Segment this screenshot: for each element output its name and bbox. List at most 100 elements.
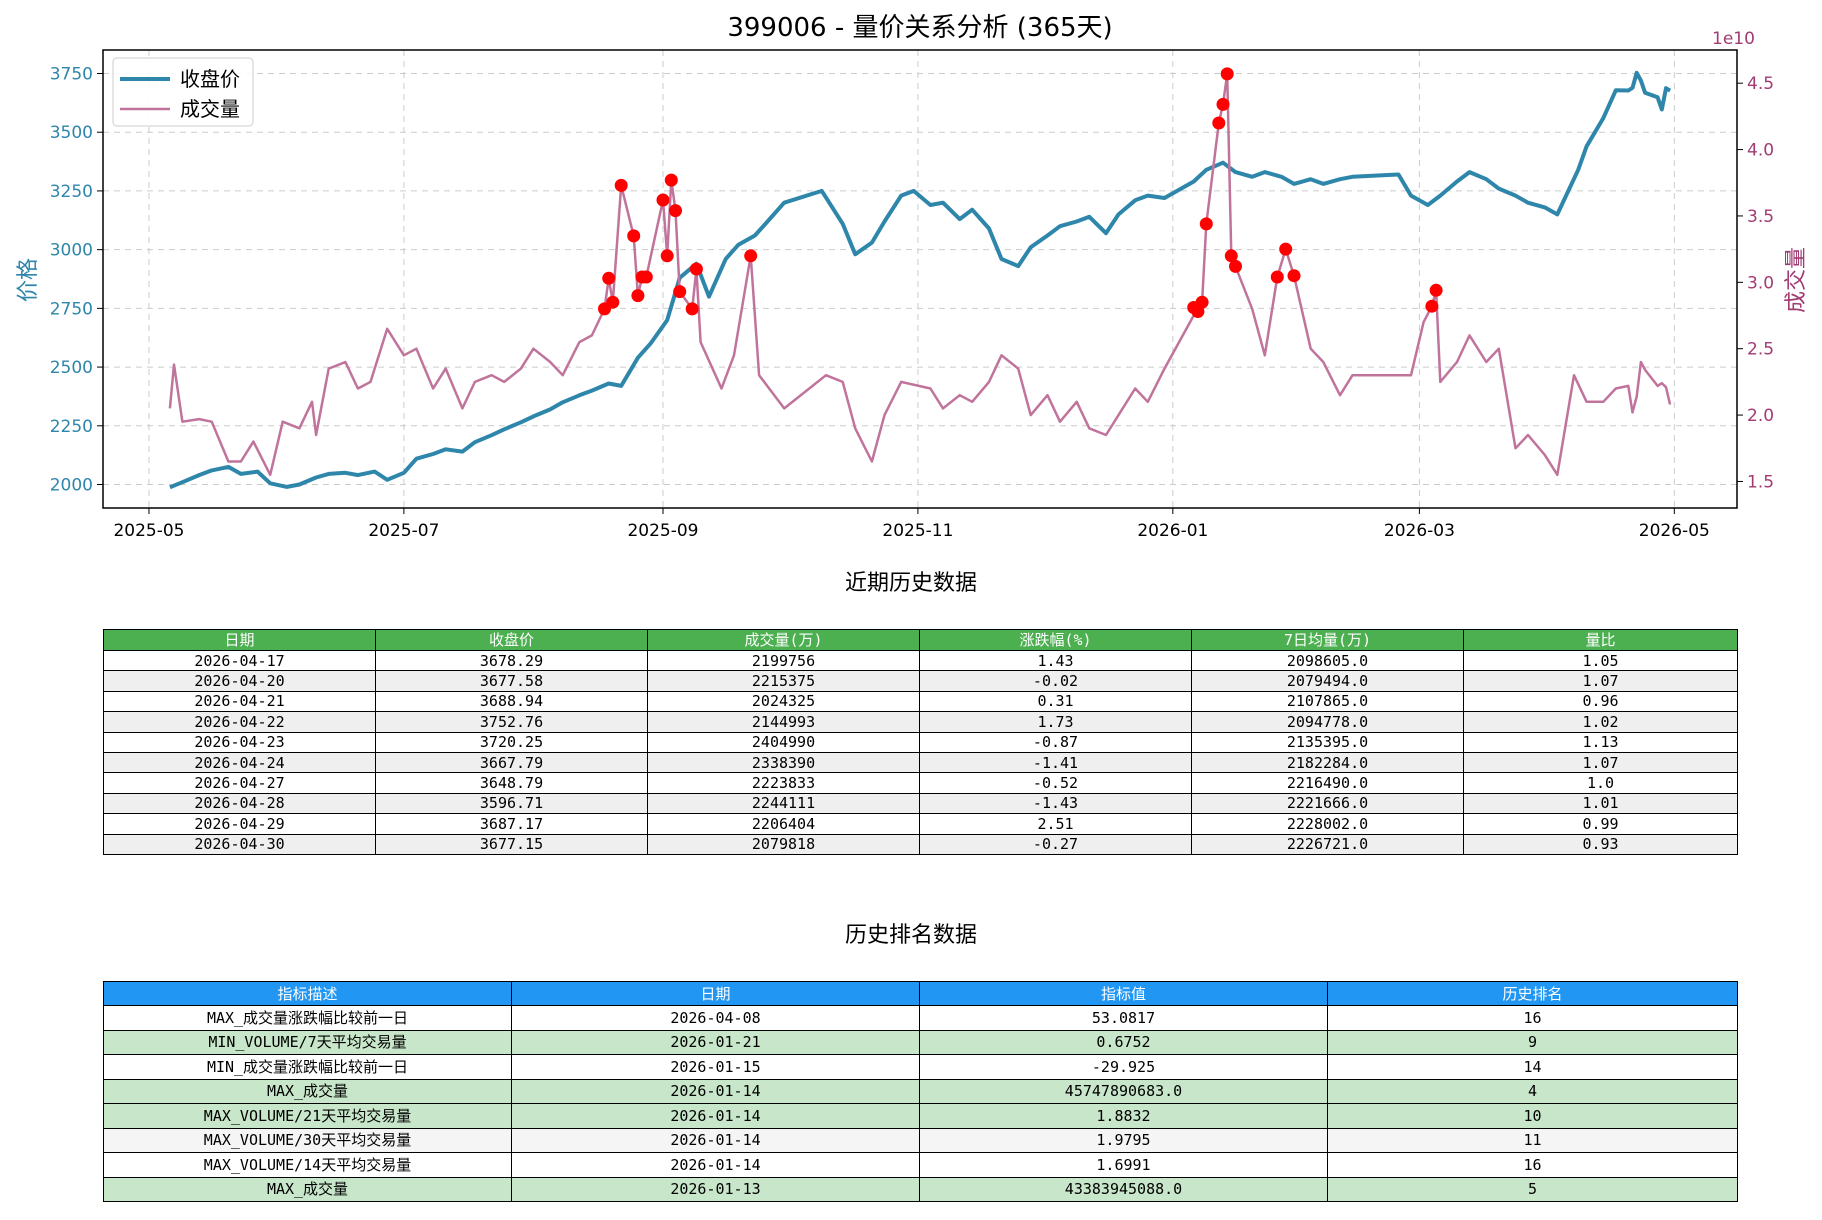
table-row: MIN_成交量涨跌幅比较前一日 2026-01-15 -29.925 14 <box>103 1054 1738 1080</box>
volume-spike-point <box>656 193 670 207</box>
y-tick-label-left: 2000 <box>50 476 93 496</box>
cell-vol-ratio: 1.13 <box>1463 731 1738 753</box>
volume-spike-point <box>614 178 628 192</box>
cell-vol-ratio: 1.07 <box>1463 670 1738 692</box>
cell-date: 2026-01-14 <box>511 1103 920 1129</box>
cell-date: 2026-04-20 <box>103 670 376 692</box>
col-header-rank-date: 日期 <box>511 981 920 1006</box>
recent-table-header-row: 日期 收盘价 成交量(万) 涨跌幅(%) 7日均量(万) 量比 <box>103 629 1738 651</box>
cell-value: 1.8832 <box>919 1103 1328 1129</box>
cell-volume: 2215375 <box>647 670 920 692</box>
table-row: MAX_VOLUME/14天平均交易量 2026-01-14 1.6991 16 <box>103 1152 1738 1178</box>
y-tick-label-right: 4.0 <box>1747 141 1774 161</box>
volume-series <box>168 72 1672 477</box>
grid-lines <box>103 50 1737 508</box>
cell-volume: 2223833 <box>647 772 920 794</box>
cell-date: 2026-04-30 <box>103 833 376 855</box>
cell-volume: 2206404 <box>647 813 920 835</box>
col-header-change: 涨跌幅(%) <box>919 629 1192 651</box>
col-header-volume: 成交量(万) <box>647 629 920 651</box>
cell-avg7: 2094778.0 <box>1191 711 1464 733</box>
volume-spike-point <box>606 295 620 309</box>
cell-close: 3677.15 <box>375 833 648 855</box>
cell-change: -0.02 <box>919 670 1192 692</box>
volume-spike-point <box>602 271 616 285</box>
cell-rank: 11 <box>1327 1127 1738 1153</box>
cell-change: 1.43 <box>919 649 1192 672</box>
cell-change: -0.87 <box>919 731 1192 753</box>
volume-spike-point <box>1199 217 1213 231</box>
volume-spike-point <box>689 262 703 276</box>
table-row: 2026-04-23 3720.25 2404990 -0.87 2135395.0 1.… <box>103 731 1738 753</box>
y-tick-label-left: 3500 <box>50 123 93 143</box>
volume-spike-point <box>1224 249 1238 263</box>
table-row: MIN_VOLUME/7天平均交易量 2026-01-21 0.6752 9 <box>103 1029 1738 1055</box>
axes: 2025-05 2025-07 2025-09 2025-11 2026-01 2026-… <box>50 64 1774 541</box>
cell-value: 45747890683.0 <box>919 1078 1328 1104</box>
cell-metric: MAX_成交量 <box>103 1176 512 1202</box>
cell-rank: 14 <box>1327 1054 1738 1080</box>
cell-close: 3596.71 <box>375 792 648 815</box>
cell-date: 2026-01-14 <box>511 1127 920 1153</box>
cell-avg7: 2228002.0 <box>1191 813 1464 835</box>
cell-volume: 2244111 <box>647 792 920 815</box>
cell-volume: 2024325 <box>647 690 920 713</box>
cell-change: -0.52 <box>919 772 1192 794</box>
y-tick-label-right: 3.5 <box>1747 207 1774 227</box>
cell-close: 3648.79 <box>375 772 648 794</box>
x-tick-label: 2025-09 <box>627 521 698 541</box>
y-tick-label-right: 1.5 <box>1747 472 1774 492</box>
cell-vol-ratio: 0.96 <box>1463 690 1738 713</box>
table-row: MAX_成交量 2026-01-13 43383945088.0 5 <box>103 1176 1738 1202</box>
y-axis-label-left: 价格 <box>16 258 41 302</box>
col-header-metric: 指标描述 <box>103 981 512 1006</box>
cell-metric: MAX_成交量 <box>103 1078 512 1104</box>
cell-metric: MAX_VOLUME/30天平均交易量 <box>103 1127 512 1153</box>
cell-metric: MAX_成交量涨跌幅比较前一日 <box>103 1005 512 1031</box>
col-header-history-rank: 历史排名 <box>1327 981 1738 1006</box>
cell-rank: 5 <box>1327 1176 1738 1202</box>
legend-price-label: 收盘价 <box>180 67 240 91</box>
volume-spike-point <box>1220 67 1234 81</box>
col-header-date: 日期 <box>103 629 376 651</box>
cell-value: 1.9795 <box>919 1127 1328 1153</box>
y-tick-label-right: 3.0 <box>1747 273 1774 293</box>
volume-spike-point <box>627 229 641 243</box>
cell-rank: 16 <box>1327 1005 1738 1031</box>
volume-spike-point <box>685 302 699 316</box>
cell-avg7: 2079494.0 <box>1191 670 1464 692</box>
y-tick-label-right: 2.0 <box>1747 406 1774 426</box>
cell-date: 2026-04-22 <box>103 711 376 733</box>
y-tick-label-left: 2750 <box>50 299 93 319</box>
x-tick-label: 2026-03 <box>1384 521 1455 541</box>
volume-spike-point <box>631 289 645 303</box>
cell-change: 0.31 <box>919 690 1192 713</box>
volume-spike-point <box>639 270 653 284</box>
y-tick-label-right: 4.5 <box>1747 74 1774 94</box>
table-row: 2026-04-20 3677.58 2215375 -0.02 2079494.0 1.… <box>103 670 1738 692</box>
plot-frame <box>102 49 1738 509</box>
cell-date: 2026-01-14 <box>511 1152 920 1178</box>
table-row: 2026-04-29 3687.17 2206404 2.51 2228002.0 0.9… <box>103 813 1738 835</box>
cell-metric: MAX_VOLUME/14天平均交易量 <box>103 1152 512 1178</box>
volume-spike-point <box>673 285 687 299</box>
table-row: 2026-04-28 3596.71 2244111 -1.43 2221666.0 1.… <box>103 792 1738 815</box>
volume-spike-point <box>1229 259 1242 273</box>
col-header-avg7: 7日均量(万) <box>1191 629 1464 651</box>
cell-vol-ratio: 1.02 <box>1463 711 1738 733</box>
cell-date: 2026-01-14 <box>511 1078 920 1104</box>
cell-avg7: 2135395.0 <box>1191 731 1464 753</box>
cell-vol-ratio: 1.05 <box>1463 649 1738 672</box>
rank-history-title: 历史排名数据 <box>844 923 977 948</box>
col-header-close: 收盘价 <box>375 629 648 651</box>
cell-change: 1.73 <box>919 711 1192 733</box>
close-price-line <box>169 70 1672 490</box>
price-series <box>169 70 1672 490</box>
cell-value: 1.6991 <box>919 1152 1328 1178</box>
cell-metric: MAX_VOLUME/21天平均交易量 <box>103 1103 512 1129</box>
cell-change: -1.43 <box>919 792 1192 815</box>
cell-volume: 2404990 <box>647 731 920 753</box>
cell-vol-ratio: 1.01 <box>1463 792 1738 815</box>
cell-rank: 10 <box>1327 1103 1738 1129</box>
x-tick-label: 2026-05 <box>1639 521 1710 541</box>
